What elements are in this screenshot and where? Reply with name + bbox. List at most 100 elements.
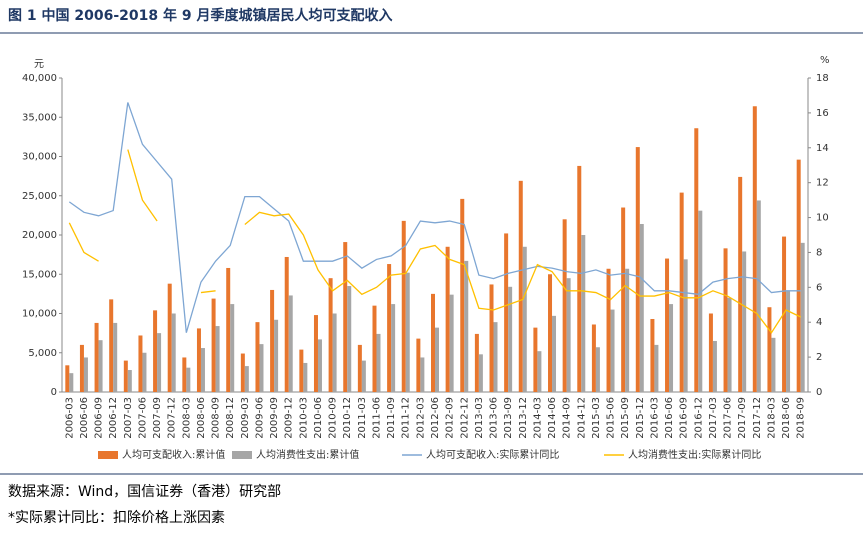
note: *实际累计同比：扣除价格上涨因素	[8, 510, 225, 526]
bar	[79, 344, 84, 392]
x-tick-label: 2010-03	[298, 397, 309, 439]
bar	[566, 278, 571, 392]
bar	[771, 337, 776, 392]
bar	[405, 272, 410, 392]
bar	[420, 357, 425, 392]
y2-tick-label: 0	[816, 387, 822, 398]
line	[200, 290, 216, 294]
y2-tick-label: 16	[816, 108, 829, 119]
x-tick-label: 2009-06	[254, 397, 265, 439]
bar	[313, 315, 318, 392]
bar	[767, 307, 772, 392]
y2-tick-label: 10	[816, 213, 829, 224]
x-tick-label: 2017-06	[723, 397, 734, 439]
x-tick-label: 2006-03	[64, 397, 75, 439]
bar	[621, 207, 626, 392]
bar	[552, 315, 557, 392]
x-tick-label: 2015-09	[620, 397, 631, 439]
bar	[606, 268, 611, 392]
y-tick-label: 0	[51, 387, 57, 398]
x-tick-label: 2012-03	[415, 397, 426, 439]
y-tick-label: 20,000	[22, 230, 57, 241]
bar	[259, 344, 264, 392]
x-tick-label: 2018-06	[781, 397, 792, 439]
y-tick-label: 10,000	[22, 309, 57, 320]
y-unit: 元	[34, 59, 44, 70]
bar	[508, 286, 513, 392]
bar	[489, 284, 494, 392]
source: 数据来源：Wind，国信证券（香港）研究部	[8, 484, 281, 500]
bar	[683, 259, 688, 392]
x-tick-label: 2017-12	[752, 397, 763, 439]
bar	[694, 128, 699, 393]
x-tick-label: 2008-06	[196, 397, 207, 439]
y2-tick-label: 4	[816, 317, 822, 328]
y2-tick-label: 12	[816, 178, 829, 189]
bar	[431, 293, 435, 392]
legend-label: 人均可支配收入:实际累计同比	[426, 448, 559, 461]
bar	[215, 326, 220, 392]
y-tick-label: 40,000	[22, 73, 57, 84]
bar	[562, 219, 567, 392]
bar	[533, 327, 538, 392]
x-tick-label: 2018-03	[766, 397, 777, 439]
bar	[727, 297, 732, 392]
bar	[464, 260, 469, 392]
line	[127, 149, 158, 222]
bar	[361, 360, 366, 392]
bar	[343, 242, 348, 392]
x-tick-label: 2006-12	[108, 397, 119, 439]
y2-tick-label: 18	[816, 73, 829, 84]
x-tick-label: 2008-09	[211, 397, 222, 439]
bar	[94, 322, 99, 392]
bar	[332, 313, 337, 392]
y-tick-label: 30,000	[22, 152, 57, 163]
x-tick-label: 2017-09	[737, 397, 748, 439]
bar	[665, 258, 670, 392]
bar	[625, 268, 630, 392]
bar	[635, 147, 640, 392]
y-tick-label: 15,000	[22, 269, 57, 280]
x-tick-label: 2011-06	[371, 397, 382, 439]
x-tick-label: 2006-06	[79, 397, 90, 439]
x-tick-label: 2010-12	[342, 397, 353, 439]
x-tick-label: 2013-06	[489, 397, 500, 439]
bar	[357, 344, 362, 392]
bar	[723, 248, 728, 392]
x-tick-label: 2012-06	[430, 397, 441, 439]
y2-tick-label: 2	[816, 352, 822, 363]
bar	[581, 235, 586, 392]
x-tick-label: 2009-03	[240, 397, 251, 439]
bar	[347, 286, 352, 392]
x-tick-label: 2016-09	[679, 397, 690, 439]
x-tick-label: 2015-03	[591, 397, 602, 439]
bar	[328, 278, 333, 392]
x-tick-label: 2013-03	[474, 397, 485, 439]
x-tick-label: 2011-09	[386, 397, 397, 439]
bar	[157, 333, 162, 392]
x-tick-label: 2014-09	[562, 397, 573, 439]
x-tick-label: 2016-03	[649, 397, 660, 439]
bar	[449, 294, 454, 392]
bar	[200, 348, 205, 392]
bar	[712, 340, 717, 392]
bar	[752, 106, 757, 392]
bar	[113, 322, 118, 392]
bar	[756, 200, 761, 392]
bar	[669, 304, 674, 392]
x-tick-label: 2006-09	[94, 397, 105, 439]
bar	[708, 313, 713, 392]
legend-swatch	[98, 451, 118, 459]
bar	[284, 256, 289, 392]
bar	[610, 309, 615, 392]
x-tick-label: 2008-12	[225, 397, 236, 439]
line	[244, 211, 801, 334]
bar	[226, 267, 231, 392]
bar	[240, 353, 245, 392]
bar	[171, 313, 176, 392]
bar	[83, 357, 88, 392]
bar	[650, 318, 655, 392]
x-tick-label: 2014-03	[532, 397, 543, 439]
x-tick-label: 2007-03	[123, 397, 134, 439]
